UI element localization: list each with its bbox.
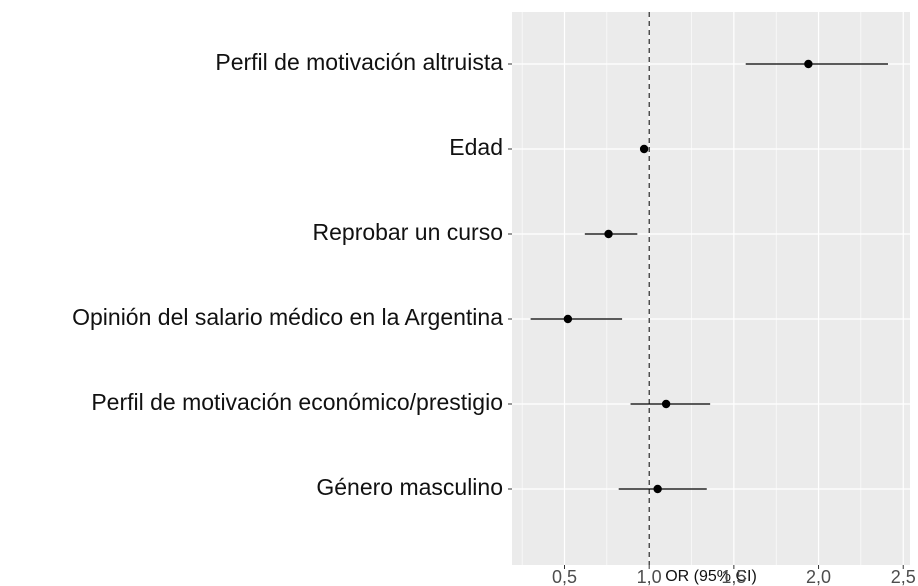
point-estimate [563,314,573,324]
x-tick-label: 1,5 [721,567,746,586]
y-tick-label: Opinión del salario médico en la Argenti… [72,304,503,330]
x-tick-label: 1,0 [637,567,662,586]
y-tick-label: Reprobar un curso [313,219,504,245]
y-tick-label: Edad [449,134,503,160]
point-estimate [604,229,613,239]
point-estimate [639,144,649,154]
x-tick-label: 2,0 [806,567,831,586]
x-tick-label: 2,5 [891,567,916,586]
x-tick-label: 0,5 [552,567,577,586]
point-estimate [661,399,671,409]
y-tick-label: Perfil de motivación económico/prestigio [91,389,503,415]
x-axis-label: OR (95% CI) [665,568,757,585]
point-estimate [653,484,662,494]
y-tick-label: Perfil de motivación altruista [215,49,503,75]
plot-panel [512,12,910,565]
point-estimate [804,59,813,69]
y-tick-label: Género masculino [316,474,503,500]
